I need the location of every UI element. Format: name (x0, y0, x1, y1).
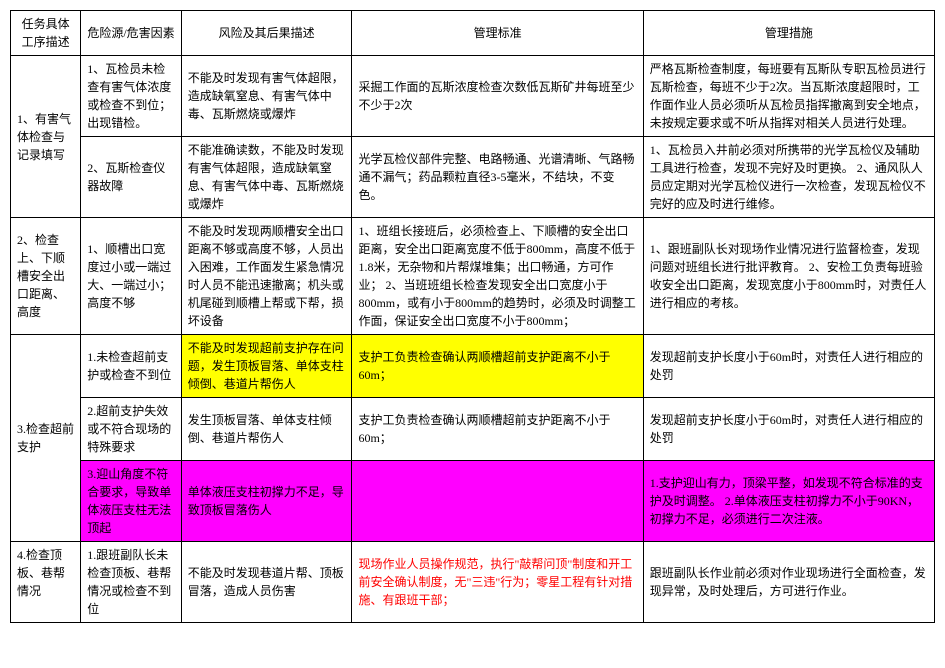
table-row: 4.检查顶板、巷帮情况 1.跟班副队长未检查顶板、巷帮情况或检查不到位 不能及时… (11, 542, 935, 623)
hazard-cell: 1.跟班副队长未检查顶板、巷帮情况或检查不到位 (81, 542, 181, 623)
standard-cell (352, 461, 643, 542)
table-row: 2.超前支护失效或不符合现场的特殊要求 发生顶板冒落、单体支柱倾倒、巷道片帮伤人… (11, 398, 935, 461)
table-row: 1、有害气体检查与记录填写 1、瓦检员未检查有害气体浓度或检查不到位；出现错检。… (11, 56, 935, 137)
table-row: 2、瓦斯检查仪器故障 不能准确读数，不能及时发现有害气体超限，造成缺氧窒息、有害… (11, 137, 935, 218)
hazard-cell: 1、顺槽出口宽度过小或一端过大、一端过小；高度不够 (81, 218, 181, 335)
standard-cell: 现场作业人员操作规范，执行"敲帮问顶"制度和开工前安全确认制度，无"三违"行为；… (352, 542, 643, 623)
standard-cell: 光学瓦检仪部件完整、电路畅通、光谱清晰、气路畅通不漏气；药品颗粒直径3-5毫米，… (352, 137, 643, 218)
risk-cell: 单体液压支柱初撑力不足，导致顶板冒落伤人 (181, 461, 352, 542)
table-row: 3.检查超前支护 1.未检查超前支护或检查不到位 不能及时发现超前支护存在问题，… (11, 335, 935, 398)
standard-cell: 支护工负责检查确认两顺槽超前支护距离不小于60m； (352, 335, 643, 398)
standard-cell: 支护工负责检查确认两顺槽超前支护距离不小于60m； (352, 398, 643, 461)
task-cell: 2、检查上、下顺槽安全出口距离、高度 (11, 218, 81, 335)
measure-cell: 严格瓦斯检查制度，每班要有瓦斯队专职瓦检员进行瓦斯检查，每班不少于2次。当瓦斯浓… (643, 56, 934, 137)
measure-cell: 1、瓦检员入井前必须对所携带的光学瓦检仪及辅助工具进行检查，发现不完好及时更换。… (643, 137, 934, 218)
header-measure: 管理措施 (643, 11, 934, 56)
measure-cell: 1.支护迎山有力，顶梁平整，如发现不符合标准的支护及时调整。 2.单体液压支柱初… (643, 461, 934, 542)
hazard-cell: 1、瓦检员未检查有害气体浓度或检查不到位；出现错检。 (81, 56, 181, 137)
hazard-cell: 2、瓦斯检查仪器故障 (81, 137, 181, 218)
table-header-row: 任务具体工序描述 危险源/危害因素 风险及其后果描述 管理标准 管理措施 (11, 11, 935, 56)
standard-cell: 1、班组长接班后，必须检查上、下顺槽的安全出口距离，安全出口距离宽度不低于800… (352, 218, 643, 335)
hazard-cell: 1.未检查超前支护或检查不到位 (81, 335, 181, 398)
risk-cell: 发生顶板冒落、单体支柱倾倒、巷道片帮伤人 (181, 398, 352, 461)
measure-cell: 发现超前支护长度小于60m时，对责任人进行相应的处罚 (643, 335, 934, 398)
risk-cell: 不能及时发现超前支护存在问题，发生顶板冒落、单体支柱倾倒、巷道片帮伤人 (181, 335, 352, 398)
header-standard: 管理标准 (352, 11, 643, 56)
task-cell: 1、有害气体检查与记录填写 (11, 56, 81, 218)
hazard-cell: 3.迎山角度不符合要求，导致单体液压支柱无法顶起 (81, 461, 181, 542)
measure-cell: 1、跟班副队长对现场作业情况进行监督检查，发现问题对班组长进行批评教育。 2、安… (643, 218, 934, 335)
table-row: 3.迎山角度不符合要求，导致单体液压支柱无法顶起 单体液压支柱初撑力不足，导致顶… (11, 461, 935, 542)
safety-management-table: 任务具体工序描述 危险源/危害因素 风险及其后果描述 管理标准 管理措施 1、有… (10, 10, 935, 623)
header-risk: 风险及其后果描述 (181, 11, 352, 56)
standard-cell: 采掘工作面的瓦斯浓度检查次数低瓦斯矿井每班至少不少于2次 (352, 56, 643, 137)
risk-cell: 不能准确读数，不能及时发现有害气体超限，造成缺氧窒息、有害气体中毒、瓦斯燃烧或爆… (181, 137, 352, 218)
risk-cell: 不能及时发现两顺槽安全出口距离不够或高度不够，人员出入困难，工作面发生紧急情况时… (181, 218, 352, 335)
task-cell: 4.检查顶板、巷帮情况 (11, 542, 81, 623)
task-cell: 3.检查超前支护 (11, 335, 81, 542)
risk-cell: 不能及时发现有害气体超限，造成缺氧窒息、有害气体中毒、瓦斯燃烧或爆炸 (181, 56, 352, 137)
table-row: 2、检查上、下顺槽安全出口距离、高度 1、顺槽出口宽度过小或一端过大、一端过小；… (11, 218, 935, 335)
header-hazard: 危险源/危害因素 (81, 11, 181, 56)
measure-cell: 跟班副队长作业前必须对作业现场进行全面检查，发现异常，及时处理后，方可进行作业。 (643, 542, 934, 623)
risk-cell: 不能及时发现巷道片帮、顶板冒落，造成人员伤害 (181, 542, 352, 623)
header-task: 任务具体工序描述 (11, 11, 81, 56)
measure-cell: 发现超前支护长度小于60m时，对责任人进行相应的处罚 (643, 398, 934, 461)
hazard-cell: 2.超前支护失效或不符合现场的特殊要求 (81, 398, 181, 461)
